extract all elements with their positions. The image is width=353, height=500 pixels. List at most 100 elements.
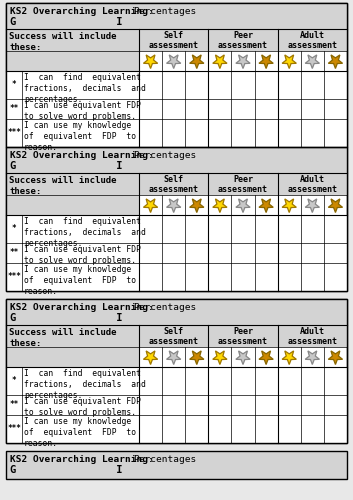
Text: I  can  find  equivalent
fractions,  decimals  and
percentages.: I can find equivalent fractions, decimal… <box>24 217 146 248</box>
Bar <box>6 3 347 147</box>
Text: Percentages: Percentages <box>133 151 196 160</box>
Text: Self
assessment: Self assessment <box>149 327 199 346</box>
Text: G                I: G I <box>10 17 122 27</box>
Text: I can use my knowledge
of  equivalent  FDP  to
reason.: I can use my knowledge of equivalent FDP… <box>24 265 136 296</box>
Polygon shape <box>259 351 273 364</box>
Polygon shape <box>305 199 319 212</box>
Polygon shape <box>167 351 181 364</box>
Polygon shape <box>305 351 319 364</box>
Bar <box>6 299 347 443</box>
Text: Peer
assessment: Peer assessment <box>218 31 268 50</box>
Text: I  can  find  equivalent
fractions,  decimals  and
percentages.: I can find equivalent fractions, decimal… <box>24 73 146 104</box>
Text: KS2 Overarching Learning:: KS2 Overarching Learning: <box>10 151 154 160</box>
Text: I can use my knowledge
of  equivalent  FDP  to
reason.: I can use my knowledge of equivalent FDP… <box>24 121 136 152</box>
Bar <box>6 299 347 325</box>
Text: *: * <box>12 376 16 386</box>
Bar <box>6 215 347 243</box>
Bar <box>6 71 347 99</box>
Bar <box>278 173 347 195</box>
Text: Peer
assessment: Peer assessment <box>218 327 268 346</box>
Bar <box>6 243 347 263</box>
Text: ***: *** <box>7 128 21 138</box>
Polygon shape <box>328 55 342 68</box>
Text: KS2 Overarching Learning:: KS2 Overarching Learning: <box>10 303 154 312</box>
Bar <box>6 325 139 367</box>
Text: G                I: G I <box>10 313 122 323</box>
Polygon shape <box>143 55 158 68</box>
Polygon shape <box>236 351 250 364</box>
Bar <box>278 29 347 51</box>
Polygon shape <box>143 351 158 364</box>
Polygon shape <box>328 199 342 212</box>
Bar <box>6 263 347 291</box>
Polygon shape <box>213 55 227 68</box>
Text: I can use equivalent FDP
to solve word problems.: I can use equivalent FDP to solve word p… <box>24 245 141 265</box>
Text: Self
assessment: Self assessment <box>149 31 199 50</box>
Polygon shape <box>167 199 181 212</box>
Text: Self
assessment: Self assessment <box>149 175 199 195</box>
Polygon shape <box>236 199 250 212</box>
Text: Adult
assessment: Adult assessment <box>287 175 337 195</box>
Polygon shape <box>143 199 158 212</box>
Bar <box>208 173 278 195</box>
Bar <box>6 119 347 147</box>
Bar <box>139 29 208 51</box>
Bar <box>6 3 347 147</box>
Text: **: ** <box>10 104 19 114</box>
Text: Peer
assessment: Peer assessment <box>218 175 268 195</box>
Polygon shape <box>213 351 227 364</box>
Polygon shape <box>282 199 297 212</box>
Text: KS2 Overarching Learning:: KS2 Overarching Learning: <box>10 7 154 16</box>
Bar <box>6 415 347 443</box>
Polygon shape <box>190 55 204 68</box>
Text: KS2 Overarching Learning:: KS2 Overarching Learning: <box>10 455 154 464</box>
Text: I can use equivalent FDP
to solve word problems.: I can use equivalent FDP to solve word p… <box>24 397 141 417</box>
Bar <box>208 325 278 347</box>
Text: Percentages: Percentages <box>133 455 196 464</box>
Text: I  can  find  equivalent
fractions,  decimals  and
percentages.: I can find equivalent fractions, decimal… <box>24 369 146 400</box>
Text: Adult
assessment: Adult assessment <box>287 31 337 50</box>
Bar <box>6 299 347 443</box>
Polygon shape <box>259 55 273 68</box>
Bar <box>6 99 347 119</box>
Text: I can use equivalent FDP
to solve word problems.: I can use equivalent FDP to solve word p… <box>24 101 141 120</box>
Bar <box>6 147 347 291</box>
Polygon shape <box>305 55 319 68</box>
Text: *: * <box>12 80 16 90</box>
Polygon shape <box>282 55 297 68</box>
Polygon shape <box>190 351 204 364</box>
Text: ***: *** <box>7 424 21 434</box>
Text: Success will include
these:: Success will include these: <box>9 328 116 348</box>
Bar <box>139 173 208 195</box>
Bar <box>278 325 347 347</box>
Bar <box>6 147 347 291</box>
Text: Percentages: Percentages <box>133 303 196 312</box>
Text: I can use my knowledge
of  equivalent  FDP  to
reason.: I can use my knowledge of equivalent FDP… <box>24 417 136 448</box>
Bar <box>6 451 347 479</box>
Polygon shape <box>167 55 181 68</box>
Polygon shape <box>328 351 342 364</box>
Bar <box>6 367 347 395</box>
Text: **: ** <box>10 248 19 258</box>
Bar <box>139 325 208 347</box>
Text: Success will include
these:: Success will include these: <box>9 176 116 197</box>
Text: G                I: G I <box>10 161 122 171</box>
Text: **: ** <box>10 400 19 409</box>
Polygon shape <box>236 55 250 68</box>
Bar <box>6 147 347 173</box>
Polygon shape <box>190 199 204 212</box>
Bar <box>6 395 347 415</box>
Text: *: * <box>12 224 16 234</box>
Bar <box>6 3 347 29</box>
Polygon shape <box>282 351 297 364</box>
Text: Adult
assessment: Adult assessment <box>287 327 337 346</box>
Text: ***: *** <box>7 272 21 281</box>
Text: Success will include
these:: Success will include these: <box>9 32 116 52</box>
Bar <box>208 29 278 51</box>
Text: G                I: G I <box>10 465 122 475</box>
Text: Percentages: Percentages <box>133 7 196 16</box>
Bar <box>6 173 139 215</box>
Bar <box>6 29 139 71</box>
Polygon shape <box>213 199 227 212</box>
Polygon shape <box>259 199 273 212</box>
